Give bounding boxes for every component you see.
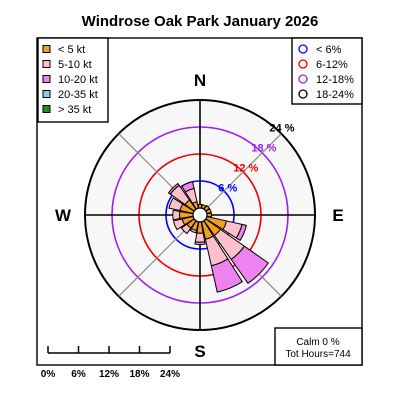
total-hours-text: Tot Hours=744 bbox=[285, 349, 351, 360]
plot-frame bbox=[36, 37, 363, 366]
petal-nnw-bin-3 bbox=[181, 181, 195, 193]
petal-se-bin-3 bbox=[230, 245, 270, 285]
speed-label-3: 10-20 kt bbox=[58, 74, 98, 86]
scale-tick-label-3: 18% bbox=[129, 369, 149, 380]
petal-w-bin-2 bbox=[172, 209, 181, 221]
center-calm-marker bbox=[192, 207, 208, 223]
scale-bar: 0% 6% 12% 18% 24% bbox=[41, 346, 180, 380]
ring-legend-marker-2 bbox=[298, 59, 308, 69]
calm-text: Calm 0 % bbox=[296, 337, 339, 348]
scale-tick-label-1: 6% bbox=[71, 369, 86, 380]
petal-sse-bin-3 bbox=[210, 258, 244, 293]
scale-tick-label-2: 12% bbox=[99, 369, 119, 380]
speed-swatch-5 bbox=[42, 105, 51, 113]
petal-sw-bin-2 bbox=[180, 223, 192, 235]
speed-label-1: < 5 kt bbox=[58, 44, 85, 56]
ring-legend-label-1: < 6% bbox=[316, 44, 342, 56]
speed-legend: < 5 kt 5-10 kt 10-20 kt 20-35 kt > 35 kt bbox=[37, 37, 109, 123]
cardinal-west-label: W bbox=[55, 206, 72, 225]
cardinal-east-label: E bbox=[332, 206, 343, 225]
spoke-45deg bbox=[199, 133, 282, 216]
ring-legend-marker-3 bbox=[298, 74, 308, 84]
speed-label-2: 5-10 kt bbox=[58, 59, 92, 71]
calm-circle bbox=[192, 207, 208, 223]
ring-label-6: 6 % bbox=[218, 183, 237, 195]
petal-s-bin-2 bbox=[194, 232, 206, 243]
speed-label-4: 20-35 kt bbox=[58, 89, 98, 101]
ring-label-24: 24 % bbox=[269, 123, 294, 135]
ring-labels: 6 % 12 % 18 % 24 % bbox=[218, 123, 294, 195]
ring-legend-label-3: 12-18% bbox=[316, 74, 354, 86]
ring-label-12: 12 % bbox=[233, 163, 258, 175]
speed-label-5: > 35 kt bbox=[58, 104, 91, 116]
petal-ese-bin-3 bbox=[235, 223, 247, 242]
ring-legend-label-4: 18-24% bbox=[316, 89, 354, 101]
petal-s-bin-3 bbox=[194, 241, 206, 245]
petal-wnw-bin-2 bbox=[168, 197, 184, 212]
ring-legend-marker-4 bbox=[298, 89, 308, 99]
petal-wsw-bin-2 bbox=[172, 218, 186, 231]
speed-swatch-4 bbox=[42, 90, 51, 98]
ring-legend-marker-1 bbox=[298, 44, 308, 54]
ring-legend-label-2: 6-12% bbox=[316, 59, 348, 71]
info-box: Calm 0 % Tot Hours=744 bbox=[274, 327, 363, 366]
speed-swatch-2 bbox=[42, 60, 51, 68]
scale-tick-label-0: 0% bbox=[41, 369, 56, 380]
cardinal-north-label: N bbox=[194, 71, 206, 90]
petal-ssw-bin-2 bbox=[189, 227, 198, 234]
speed-swatch-3 bbox=[42, 75, 51, 83]
ring-label-18: 18 % bbox=[251, 143, 276, 155]
ring-legend-box bbox=[291, 37, 363, 105]
scale-tick-label-4: 24% bbox=[160, 369, 180, 380]
ring-legend: < 6% 6-12% 12-18% 18-24% bbox=[291, 37, 363, 105]
wind-petals bbox=[167, 181, 270, 293]
chart-title: Windrose Oak Park January 2026 bbox=[82, 13, 319, 30]
speed-swatch-1 bbox=[42, 45, 51, 53]
info-box-frame bbox=[274, 327, 363, 366]
cardinal-south-label: S bbox=[194, 342, 205, 361]
petal-nw-bin-3 bbox=[167, 182, 180, 195]
